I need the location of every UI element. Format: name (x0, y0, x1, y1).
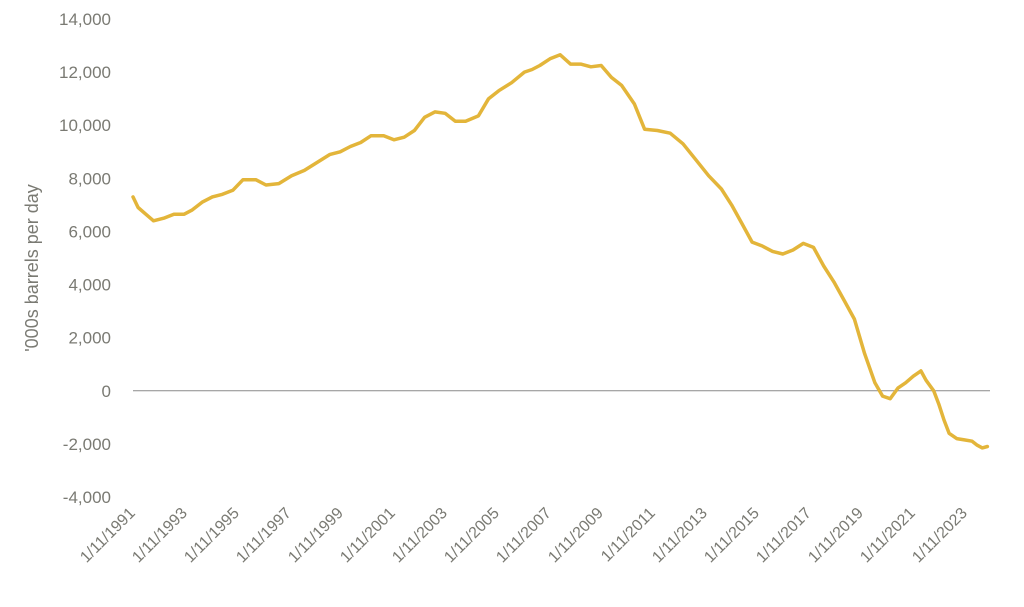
y-tick-label: 4,000 (68, 276, 111, 295)
y-tick-label: 6,000 (68, 222, 111, 241)
y-axis-ticks: -4,000 -2,000 0 2,000 4,000 6,000 8,000 10,000 1… (59, 10, 111, 507)
x-tick-label: 1/11/1997 (233, 505, 295, 567)
x-tick-label: 1/11/2019 (805, 505, 867, 567)
x-axis-ticks: 1/11/19911/11/19931/11/19951/11/19971/11… (77, 505, 971, 567)
y-tick-label: 14,000 (59, 10, 111, 29)
x-tick-label: 1/11/2007 (493, 505, 555, 567)
y-tick-label: 2,000 (68, 329, 111, 348)
x-tick-label: 1/11/2013 (649, 505, 711, 567)
x-tick-label: 1/11/2015 (701, 505, 763, 567)
y-tick-label: 0 (102, 382, 111, 401)
y-tick-label: 10,000 (59, 116, 111, 135)
y-tick-label: -4,000 (63, 488, 111, 507)
x-tick-label: 1/11/2005 (441, 505, 503, 567)
x-tick-label: 1/11/1999 (285, 505, 347, 567)
series-group (131, 53, 990, 450)
y-tick-label: 8,000 (68, 169, 111, 188)
x-tick-label: 1/11/2017 (753, 505, 815, 567)
x-tick-label: 1/11/1993 (129, 505, 191, 567)
x-tick-label: 1/11/2003 (389, 505, 451, 567)
x-tick-label: 1/11/2009 (545, 505, 607, 567)
y-axis-label: '000s barrels per day (22, 184, 42, 352)
x-tick-label: 1/11/2011 (598, 505, 659, 566)
x-tick-label: 1/11/1995 (181, 505, 243, 567)
series-line (131, 53, 990, 450)
x-tick-label: 1/11/2021 (857, 505, 919, 567)
x-tick-label: 1/11/2023 (909, 505, 971, 567)
x-tick-label: 1/11/2001 (337, 505, 399, 567)
x-tick-label: 1/11/1991 (77, 505, 139, 567)
y-tick-label: -2,000 (63, 435, 111, 454)
y-tick-label: 12,000 (59, 63, 111, 82)
